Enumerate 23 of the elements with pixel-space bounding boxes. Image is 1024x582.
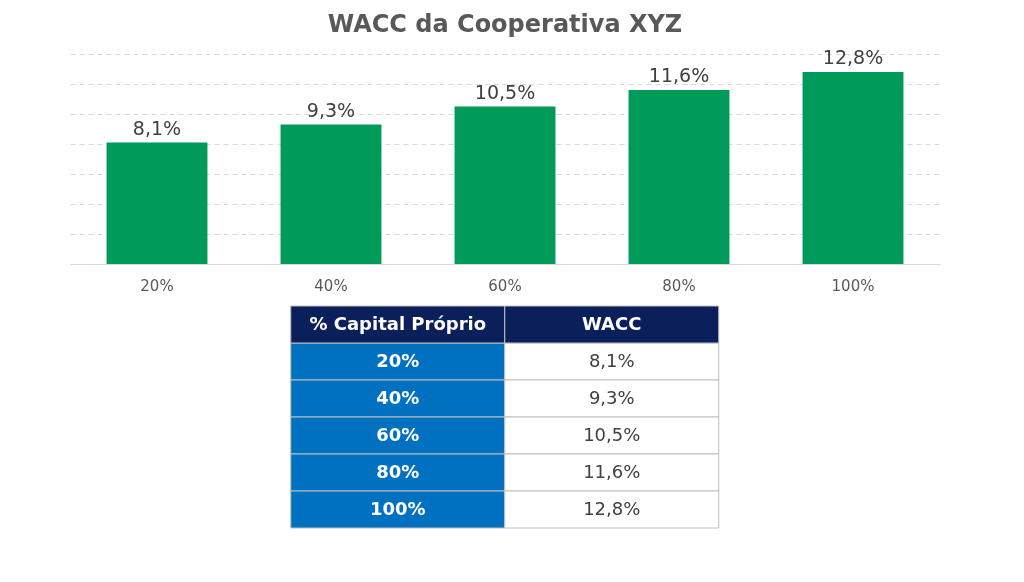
data-label: 9,3% <box>306 98 356 121</box>
data-label: 8,1% <box>132 116 182 139</box>
text: 11,6% <box>583 460 641 482</box>
text: 12,8% <box>583 497 641 519</box>
x-tick-label: 100% <box>831 276 875 295</box>
text: % Capital Próprio <box>309 312 487 334</box>
category-label: 80% <box>376 460 420 482</box>
category-label: 60% <box>376 423 420 445</box>
x-tick-label: 40% <box>314 276 348 295</box>
data-label: 12,8% <box>822 46 884 68</box>
category-label: 20% <box>376 349 420 371</box>
x-tick-label: 60% <box>488 276 522 295</box>
data-label: 11,6% <box>648 64 710 86</box>
x-tick-label: 80% <box>662 276 696 295</box>
text: 10,5% <box>583 423 641 445</box>
x-tick-label: 20% <box>140 276 174 295</box>
text: 9,3% <box>588 386 635 408</box>
category-label: 100% <box>369 497 426 519</box>
chart-title: WACC da Cooperativa XYZ <box>327 10 683 38</box>
data-label: 10,5% <box>474 80 536 103</box>
text: 8,1% <box>588 349 635 371</box>
text: WACC <box>582 312 642 334</box>
category-label: 40% <box>376 386 420 408</box>
